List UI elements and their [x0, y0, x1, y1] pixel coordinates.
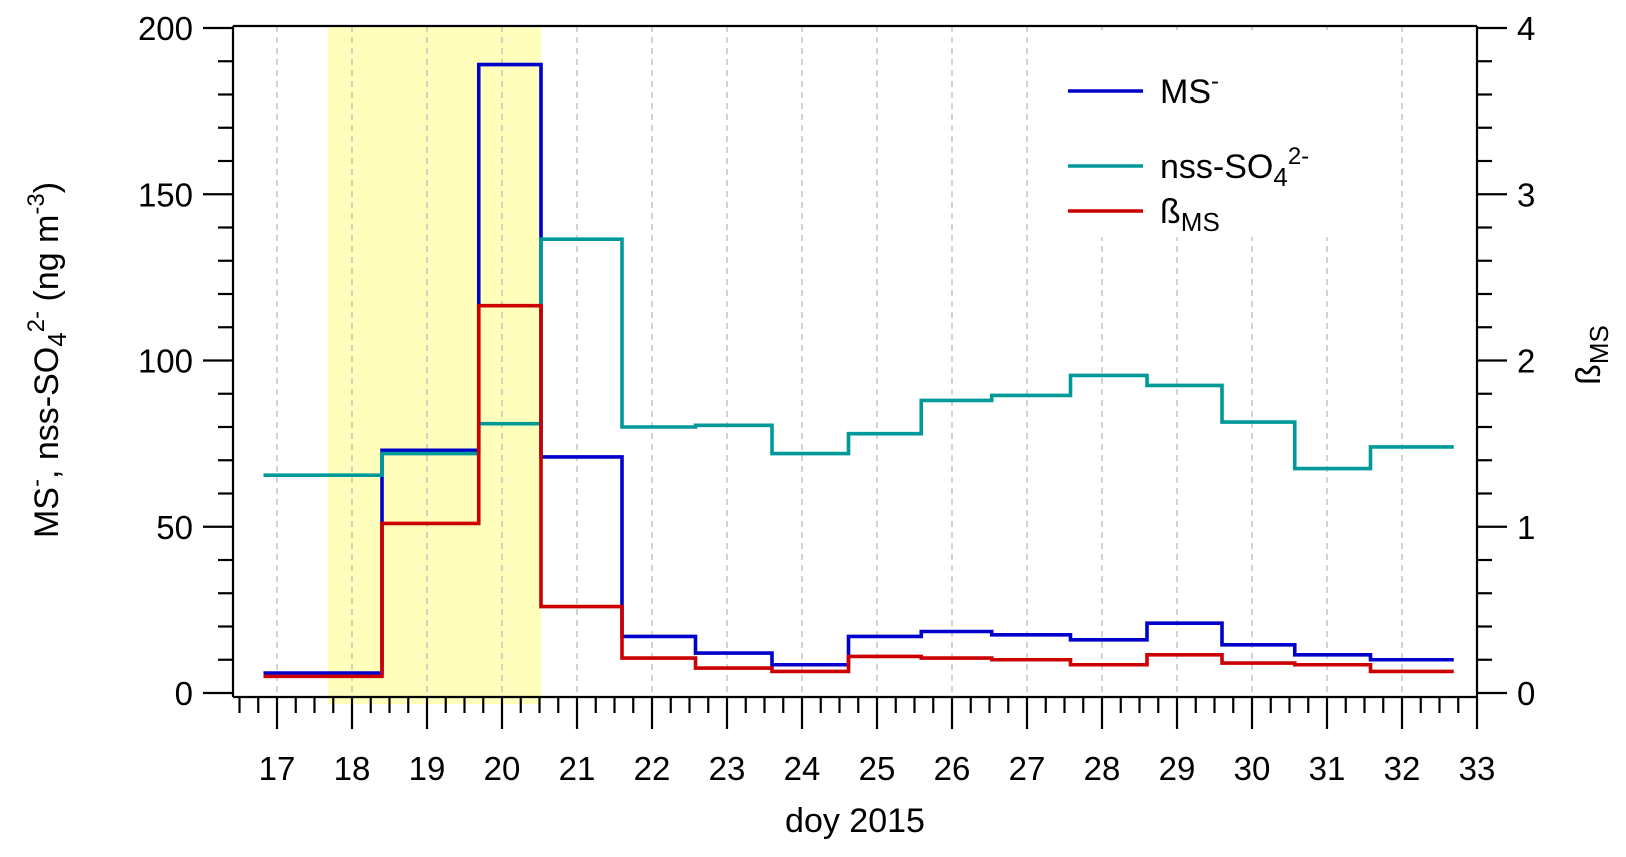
- x-tick-label: 21: [559, 750, 596, 787]
- label-part: (ng m: [28, 215, 66, 311]
- label-part: MS: [1584, 325, 1614, 364]
- series-line-1: [263, 237, 1454, 478]
- highlight-region: [328, 26, 541, 704]
- y2-tick-label: 3: [1517, 176, 1535, 213]
- x-tick-label: 25: [859, 750, 896, 787]
- x-tick-label: 20: [484, 750, 521, 787]
- y-tick-label: 200: [138, 10, 193, 47]
- label-part: ): [28, 182, 66, 193]
- x-tick-label: 27: [1009, 750, 1046, 787]
- highlight-layer: [328, 26, 541, 704]
- label-part: 4: [1273, 162, 1287, 192]
- x-tick-label: 26: [934, 750, 971, 787]
- label-part: -: [1211, 68, 1219, 95]
- x-tick-label: 29: [1159, 750, 1196, 787]
- label-part: MS: [28, 487, 66, 538]
- x-tick-label: 19: [409, 750, 446, 787]
- x-tick-label: 18: [334, 750, 371, 787]
- y-tick-label: 100: [138, 343, 193, 380]
- y2-axis-label: ßMS: [1570, 325, 1614, 385]
- series-layer: [263, 62, 1454, 679]
- y2-tick-label: 0: [1517, 675, 1535, 712]
- x-tick-label: 22: [634, 750, 671, 787]
- label-part: 2-: [1288, 143, 1309, 170]
- legend-label-0: MS-: [1160, 68, 1219, 111]
- label-part: -3: [23, 193, 50, 214]
- label-part: ß: [1570, 364, 1608, 385]
- x-tick-label: 31: [1309, 750, 1346, 787]
- y2-tick-label: 4: [1517, 10, 1535, 47]
- label-part: 2-: [23, 311, 50, 332]
- label-part: MS: [1160, 73, 1211, 111]
- x-tick-label: 23: [709, 750, 746, 787]
- y-tick-label: 150: [138, 176, 193, 213]
- x-tick-label: 28: [1084, 750, 1121, 787]
- x-tick-label: 24: [784, 750, 821, 787]
- gridlines: [276, 26, 1403, 697]
- y-tick-label: 50: [156, 509, 193, 546]
- legend-label-1: nss-SO42-: [1160, 143, 1309, 192]
- label-part: 4: [42, 332, 72, 346]
- label-part: , nss-SO: [28, 347, 66, 479]
- series-line-0: [263, 62, 1454, 675]
- x-axis-label: doy 2015: [785, 802, 925, 840]
- y-tick-label: 0: [175, 675, 193, 712]
- label-part: -: [23, 479, 50, 487]
- x-tick-label: 17: [259, 750, 296, 787]
- y2-tick-label: 1: [1517, 509, 1535, 546]
- label-part: MS: [1181, 207, 1220, 237]
- series-line-2: [263, 303, 1454, 679]
- y2-tick-label: 2: [1517, 343, 1535, 380]
- legend-background: [1060, 30, 1380, 237]
- y-axis-label: MS-, nss-SO42- (ng m-3): [23, 182, 72, 538]
- legend-label-2: ßMS: [1160, 193, 1220, 237]
- legend: MS-nss-SO42-ßMS: [1068, 68, 1309, 237]
- x-tick-label: 32: [1384, 750, 1421, 787]
- label-part: nss-SO: [1160, 148, 1273, 186]
- x-tick-label: 33: [1459, 750, 1496, 787]
- x-tick-label: 30: [1234, 750, 1271, 787]
- label-part: ß: [1160, 193, 1181, 231]
